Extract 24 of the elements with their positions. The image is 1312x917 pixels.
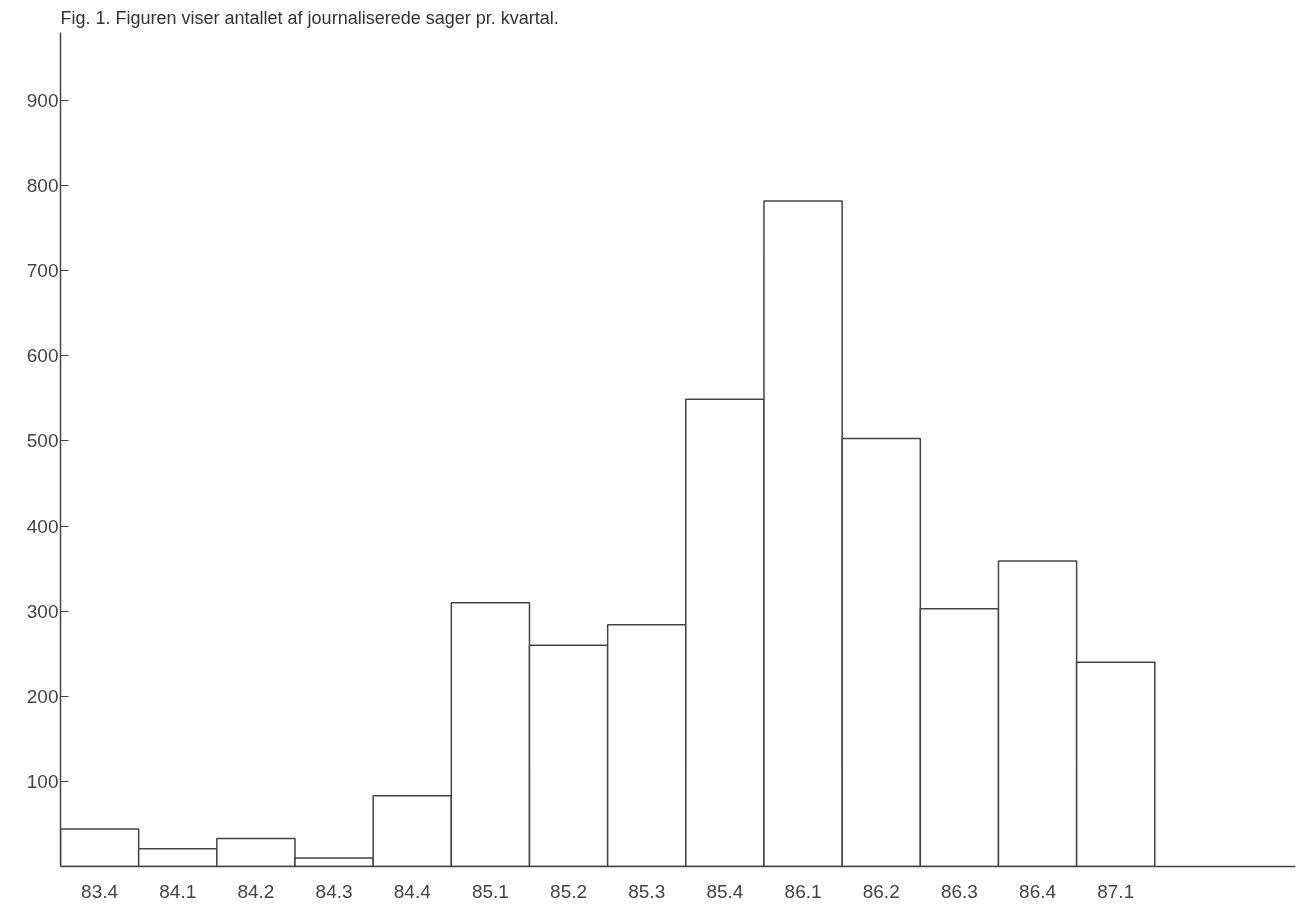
y-tick-label: 200 <box>26 685 59 707</box>
x-tick-label: 84.2 <box>237 880 275 902</box>
x-tick-label: 87.1 <box>1097 880 1135 902</box>
x-tick-label: 85.4 <box>706 880 744 902</box>
x-tick-label: 86.4 <box>1019 880 1057 902</box>
x-tick-label: 85.3 <box>628 880 666 902</box>
y-tick-label: 500 <box>26 430 59 452</box>
x-tick-label: 84.4 <box>393 880 432 902</box>
x-tick-label: 86.2 <box>862 880 900 902</box>
x-tick-label: 86.1 <box>784 880 822 902</box>
x-tick-label: 85.2 <box>550 880 588 902</box>
x-tick-label: 85.1 <box>471 880 509 902</box>
y-tick-label: 300 <box>26 600 59 622</box>
y-tick-label: 100 <box>26 770 59 792</box>
x-tick-label: 83.4 <box>81 880 119 902</box>
y-tick-label: 700 <box>26 260 59 282</box>
x-tick-label: 84.3 <box>315 880 353 902</box>
y-tick-label: 900 <box>26 90 59 112</box>
y-tick-label: 800 <box>26 175 59 197</box>
x-tick-label: 84.1 <box>159 880 197 902</box>
y-tick-label: 600 <box>26 345 59 367</box>
x-tick-label: 86.3 <box>940 880 978 902</box>
chart-title: Fig. 1. Figuren viser antallet af journaliserede sager pr. kvartal. <box>60 7 559 28</box>
y-tick-label: 400 <box>26 515 59 537</box>
